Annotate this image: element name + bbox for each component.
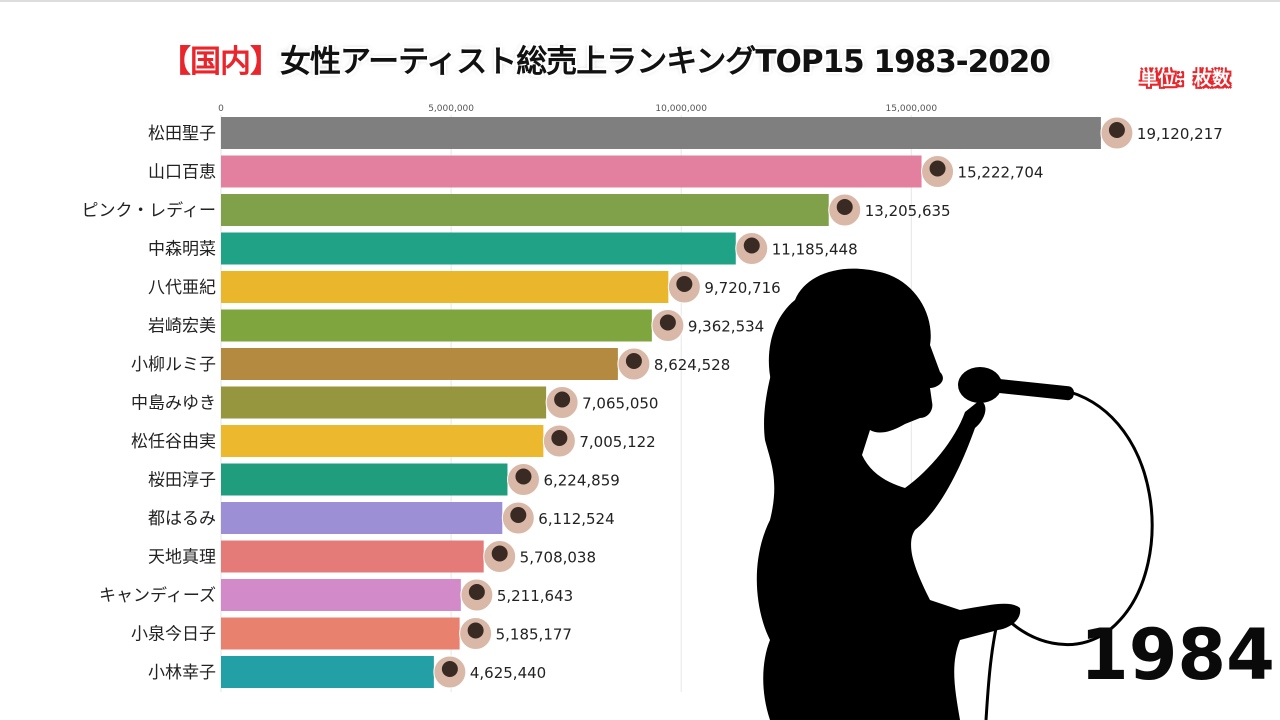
value-label: 9,720,716 bbox=[704, 279, 780, 297]
value-label: 15,222,704 bbox=[958, 164, 1044, 182]
category-label: 中島みゆき bbox=[131, 394, 216, 414]
value-label: 4,625,440 bbox=[470, 664, 546, 682]
value-label: 13,205,635 bbox=[865, 202, 951, 220]
category-label: 中森明菜 bbox=[148, 240, 216, 260]
artist-photo-hair bbox=[625, 353, 642, 369]
artist-photo-hair bbox=[467, 622, 484, 639]
category-label: 都はるみ bbox=[148, 509, 216, 529]
bar bbox=[221, 232, 736, 265]
bar bbox=[221, 617, 460, 650]
artist-photo-hair bbox=[551, 430, 568, 446]
value-label: 5,185,177 bbox=[496, 626, 572, 644]
bar bbox=[221, 463, 508, 496]
category-label: 山口百恵 bbox=[148, 163, 216, 183]
category-label: 松田聖子 bbox=[148, 124, 216, 144]
x-tick-label: 10,000,000 bbox=[655, 104, 707, 114]
artist-photo-hair bbox=[441, 661, 458, 677]
value-label: 7,005,122 bbox=[579, 433, 655, 451]
year-label: 1984 bbox=[1080, 614, 1275, 696]
unit-label: 単位：枚数 bbox=[1140, 69, 1230, 90]
artist-photo-hair bbox=[659, 314, 676, 331]
artist-photo-hair bbox=[554, 391, 571, 408]
value-label: 5,211,643 bbox=[497, 587, 573, 605]
value-label: 8,624,528 bbox=[654, 356, 730, 374]
x-tick-label: 5,000,000 bbox=[428, 104, 474, 114]
artist-photo-hair bbox=[743, 237, 760, 254]
value-label: 19,120,217 bbox=[1137, 125, 1223, 143]
category-label: 八代亜紀 bbox=[148, 278, 216, 298]
value-label: 6,112,524 bbox=[538, 510, 614, 528]
x-tick-label: 0 bbox=[218, 104, 224, 114]
bar bbox=[221, 425, 544, 457]
bar bbox=[221, 502, 503, 534]
chart-title: 【国内】女性アーティスト総売上ランキングTOP15 1983-2020 bbox=[160, 38, 1140, 86]
bar bbox=[221, 155, 922, 188]
bar bbox=[221, 271, 669, 303]
category-label: 小泉今日子 bbox=[131, 625, 216, 645]
x-tick-label: 15,000,000 bbox=[886, 104, 938, 114]
category-label: キャンディーズ bbox=[99, 585, 216, 606]
value-label: 7,065,050 bbox=[582, 395, 658, 413]
bar bbox=[221, 540, 484, 573]
value-label: 5,708,038 bbox=[520, 549, 596, 567]
bar bbox=[221, 309, 652, 342]
value-label: 11,185,448 bbox=[772, 241, 858, 259]
artist-photo-hair bbox=[468, 584, 485, 600]
category-label: 小柳ルミ子 bbox=[131, 355, 216, 375]
top-border bbox=[0, 0, 1280, 2]
artist-photo-hair bbox=[510, 507, 527, 523]
artist-photo-hair bbox=[929, 160, 946, 177]
bar bbox=[221, 579, 461, 611]
bar bbox=[221, 117, 1101, 149]
bar bbox=[221, 348, 618, 380]
artist-photo-hair bbox=[1108, 122, 1125, 138]
category-label: 小林幸子 bbox=[148, 663, 216, 683]
category-label: 岩崎宏美 bbox=[148, 317, 216, 337]
category-label: ピンク・レディー bbox=[82, 200, 216, 221]
value-label: 9,362,534 bbox=[688, 318, 764, 336]
artist-photo-hair bbox=[491, 545, 508, 562]
artist-photo-hair bbox=[515, 468, 532, 485]
category-label: 松任谷由実 bbox=[131, 432, 216, 452]
title-prefix: 【国内】 bbox=[160, 44, 281, 80]
title-main: 女性アーティスト総売上ランキングTOP15 1983-2020 bbox=[280, 44, 1051, 80]
bar bbox=[221, 194, 829, 226]
bar bbox=[221, 386, 547, 419]
value-label: 6,224,859 bbox=[543, 472, 619, 490]
category-label: 天地真理 bbox=[148, 548, 216, 568]
artist-photo-hair bbox=[676, 276, 693, 292]
bar bbox=[221, 656, 434, 688]
category-label: 桜田淳子 bbox=[148, 471, 216, 491]
artist-photo-hair bbox=[836, 199, 853, 215]
